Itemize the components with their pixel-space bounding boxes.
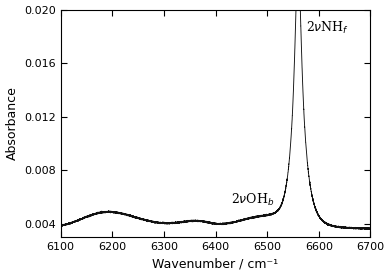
Text: 2$\nu$OH$_b$: 2$\nu$OH$_b$ — [231, 192, 275, 208]
Y-axis label: Absorbance: Absorbance — [5, 86, 19, 160]
Text: 2$\nu$NH$_f$: 2$\nu$NH$_f$ — [306, 20, 349, 36]
X-axis label: Wavenumber / cm⁻¹: Wavenumber / cm⁻¹ — [152, 258, 278, 270]
